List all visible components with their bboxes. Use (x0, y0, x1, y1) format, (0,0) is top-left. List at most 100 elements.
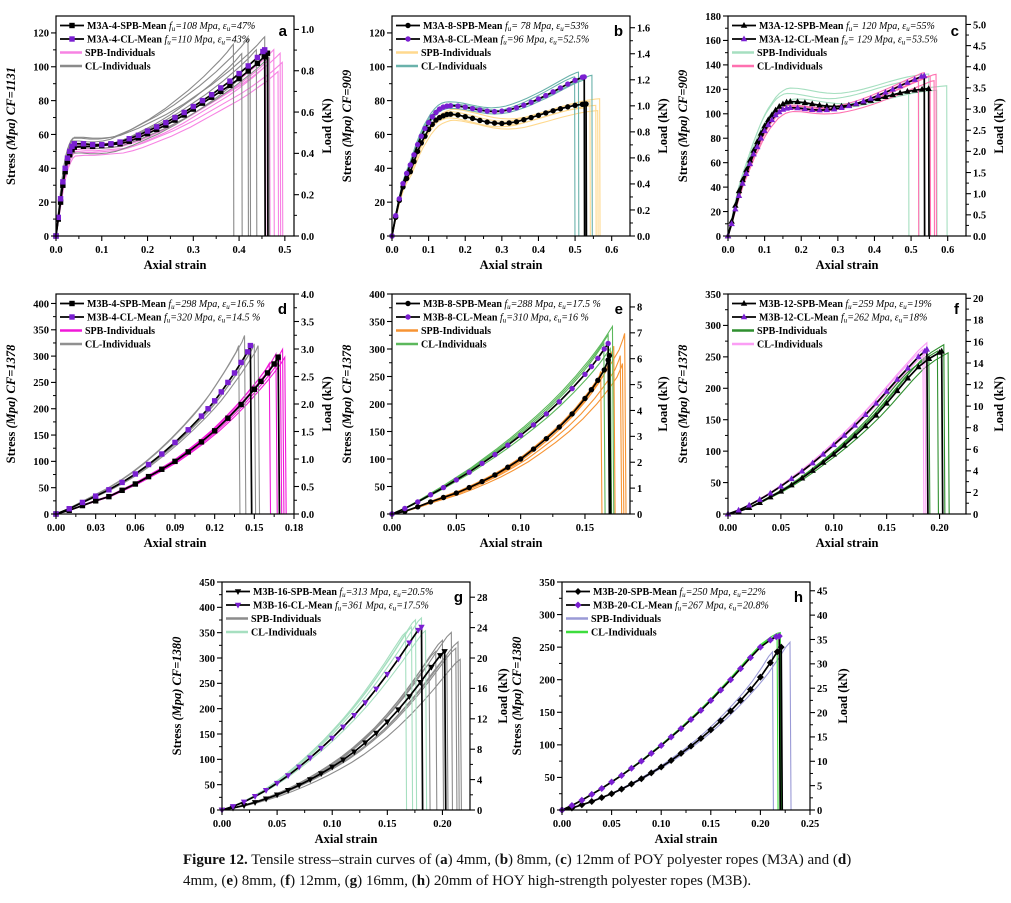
svg-text:0.6: 0.6 (605, 245, 618, 256)
svg-text:100: 100 (705, 110, 721, 121)
svg-text:350: 350 (199, 628, 215, 639)
svg-text:Load (kN): Load (kN) (992, 376, 1006, 431)
svg-text:Axial strain: Axial strain (480, 536, 543, 550)
svg-text:0.03: 0.03 (86, 523, 104, 534)
y-axis-right: 0.0 0.5 1.0 1.5 2.0 2.5 3.0 3.5 4.0 4.5 5.0 Load (k… (966, 20, 1006, 243)
svg-text:1.5: 1.5 (973, 168, 986, 179)
chart-panel-a: 0.0 0.1 0.2 0.3 0.4 0.5 Axial strain 0 20 40 60 80 1… (4, 8, 336, 272)
svg-text:25: 25 (817, 684, 828, 695)
plot-frame (55, 15, 295, 237)
svg-text:Stress (Mpa) CF=1378: Stress (Mpa) CF=1378 (676, 344, 690, 463)
svg-text:350: 350 (369, 317, 385, 328)
panel-letter: b (614, 23, 623, 40)
svg-text:0.5: 0.5 (569, 245, 582, 256)
svg-text:0.15: 0.15 (576, 523, 594, 534)
svg-text:200: 200 (369, 400, 385, 411)
svg-text:0.2: 0.2 (301, 190, 314, 201)
svg-text:0: 0 (44, 510, 49, 521)
svg-text:M3B-8-SPB-Mean fu=288 Mpa, εu=: M3B-8-SPB-Mean fu=288 Mpa, εu=17.5 % (423, 299, 601, 311)
series-cl_mean (724, 72, 928, 239)
panel-letter: g (454, 589, 463, 606)
svg-text:0.10: 0.10 (323, 819, 341, 830)
svg-text:0.4: 0.4 (233, 245, 247, 256)
svg-text:150: 150 (369, 427, 385, 438)
figure-caption: Figure 12. Tensile stress–strain curves … (183, 850, 861, 892)
svg-text:7: 7 (637, 329, 642, 340)
svg-text:SPB-Individuals: SPB-Individuals (757, 48, 827, 59)
svg-text:0: 0 (44, 232, 49, 243)
svg-text:Axial strain: Axial strain (655, 832, 718, 846)
svg-text:50: 50 (375, 482, 386, 493)
svg-text:4: 4 (637, 406, 643, 417)
svg-text:60: 60 (39, 130, 50, 141)
svg-text:M3A-8-SPB-Mean fu= 78 Mpa, εu=: M3A-8-SPB-Mean fu= 78 Mpa, εu=53% (423, 21, 589, 33)
svg-text:Load (kN): Load (kN) (320, 376, 334, 431)
svg-text:250: 250 (199, 679, 215, 690)
legend: M3B-8-SPB-Mean fu=288 Mpa, εu=17.5 % M3B-… (396, 299, 601, 351)
svg-text:180: 180 (705, 12, 721, 23)
svg-text:80: 80 (39, 96, 50, 107)
svg-text:4.0: 4.0 (301, 290, 314, 301)
svg-text:300: 300 (199, 654, 215, 665)
chart-panel-h: 0.00 0.05 0.10 0.15 0.20 0.25 Axial strain 0 50 1… (510, 574, 852, 846)
svg-text:1.2: 1.2 (637, 76, 650, 87)
svg-text:150: 150 (33, 431, 49, 442)
svg-text:0.0: 0.0 (385, 245, 398, 256)
svg-text:2.0: 2.0 (973, 147, 986, 158)
svg-text:6: 6 (637, 355, 642, 366)
svg-text:450: 450 (199, 578, 215, 589)
svg-text:20: 20 (39, 198, 50, 209)
svg-text:SPB-Individuals: SPB-Individuals (85, 48, 155, 59)
svg-text:0.10: 0.10 (652, 819, 670, 830)
y-axis-left: 0 50 100 150 200 250 300 350 Stress (Mpa) CF=138… (510, 578, 562, 817)
svg-text:8: 8 (637, 303, 642, 314)
svg-text:200: 200 (33, 405, 49, 416)
svg-text:0.0: 0.0 (637, 232, 650, 243)
svg-text:CL-Individuals: CL-Individuals (757, 62, 823, 73)
svg-text:0: 0 (477, 806, 482, 817)
svg-text:100: 100 (33, 63, 49, 74)
svg-text:12: 12 (973, 380, 984, 391)
svg-text:CL-Individuals: CL-Individuals (85, 62, 151, 73)
svg-text:140: 140 (705, 61, 721, 72)
svg-text:M3B-20-SPB-Mean fu=250 Mpa, εu: M3B-20-SPB-Mean fu=250 Mpa, εu=22% (593, 587, 766, 599)
svg-text:Load (kN): Load (kN) (320, 98, 334, 153)
svg-text:35: 35 (817, 635, 828, 646)
svg-text:0.3: 0.3 (495, 245, 508, 256)
svg-text:0.18: 0.18 (285, 523, 303, 534)
svg-text:0.00: 0.00 (213, 819, 231, 830)
svg-text:0.0: 0.0 (721, 245, 734, 256)
chart-svg-a: 0.0 0.1 0.2 0.3 0.4 0.5 Axial strain 0 20 40 60 80 1… (4, 15, 334, 272)
svg-text:2.5: 2.5 (301, 372, 314, 383)
svg-text:20: 20 (817, 708, 828, 719)
svg-text:0: 0 (380, 510, 385, 521)
svg-text:CL-Individuals: CL-Individuals (421, 62, 487, 73)
y-axis-right: 0.0 0.5 1.0 1.5 2.0 2.5 3.0 3.5 4.0 Load (kN) (294, 290, 334, 521)
svg-text:1.0: 1.0 (301, 455, 314, 466)
svg-text:10: 10 (973, 402, 984, 413)
plot-frame (391, 15, 631, 237)
svg-text:50: 50 (545, 773, 556, 784)
chart-panel-f: 0.00 0.05 0.10 0.15 0.20 Axial strain 0 50 100 15… (676, 286, 1008, 550)
svg-text:0.2: 0.2 (459, 245, 472, 256)
svg-text:0.05: 0.05 (268, 819, 286, 830)
panel-letter: e (615, 301, 623, 318)
y-axis-left: 0 50 100 150 200 250 300 350 400 Stress (Mpa) CF=… (340, 290, 392, 521)
svg-text:24: 24 (477, 623, 488, 634)
series-spb_mean (389, 101, 589, 239)
svg-text:0.5: 0.5 (973, 211, 986, 222)
svg-text:4: 4 (973, 467, 979, 478)
svg-text:2.0: 2.0 (301, 400, 314, 411)
svg-text:250: 250 (33, 378, 49, 389)
svg-text:18: 18 (973, 316, 984, 327)
individual-curves (391, 71, 601, 237)
chart-svg-b: 0.0 0.1 0.2 0.3 0.4 0.5 0.6 Axial strain 0 20 40 60… (340, 15, 670, 272)
individual-curves (561, 631, 792, 811)
x-axis: 0.0 0.1 0.2 0.3 0.4 0.5 0.6 Axial strain (721, 236, 954, 272)
y-axis-left: 0 50 100 150 200 250 300 350 Stress (Mpa) CF=137… (676, 290, 728, 521)
svg-text:300: 300 (705, 321, 721, 332)
svg-text:CL-Individuals: CL-Individuals (757, 340, 823, 351)
y-axis-right: 0 2 4 6 8 10 12 14 16 18 20 Load (kN) (966, 294, 1006, 521)
